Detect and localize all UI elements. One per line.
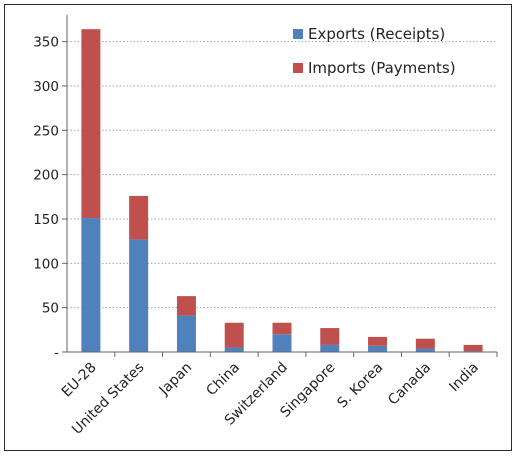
y-tick-label: 200	[33, 168, 59, 184]
legend-label-exports: Exports (Receipts)	[308, 25, 445, 43]
x-category-label: China	[203, 360, 243, 400]
y-tick-label: 300	[33, 79, 59, 95]
y-tick-label: 350	[33, 35, 59, 51]
y-tick-label: 150	[33, 212, 59, 228]
x-category-label: India	[446, 360, 482, 396]
bar-exports-singapore	[320, 344, 340, 352]
x-category-label: Canada	[385, 360, 434, 409]
axes	[62, 15, 498, 357]
bar-imports-eu-28	[81, 29, 101, 219]
legend: Exports (Receipts) Imports (Payments)	[293, 25, 456, 77]
bar-imports-singapore	[320, 328, 340, 345]
x-category-label: S. Korea	[334, 360, 386, 412]
x-category-label: EU-28	[59, 360, 100, 401]
legend-label-imports: Imports (Payments)	[308, 59, 456, 77]
bar-exports-japan	[176, 315, 196, 352]
bar-exports-switzerland	[272, 334, 292, 352]
bar-imports-united-states	[129, 195, 149, 240]
y-tick-label: 250	[33, 123, 59, 139]
bar-imports-india	[463, 344, 483, 352]
bars	[81, 29, 483, 352]
legend-swatch-imports	[293, 63, 303, 73]
gridlines	[67, 41, 497, 309]
y-tick-labels: - 50 100 150 200 250 300 350	[33, 35, 59, 361]
x-category-label: Japan	[156, 360, 196, 400]
bar-exports-united-states	[129, 239, 149, 352]
bar-imports-s-korea	[368, 336, 388, 346]
bar-exports-eu-28	[81, 218, 101, 352]
bar-imports-canada	[415, 338, 435, 349]
y-tick-label: 100	[33, 256, 59, 272]
bar-exports-china	[224, 347, 244, 352]
bar-exports-s-korea	[368, 345, 388, 352]
bar-imports-japan	[176, 296, 196, 316]
y-tick-label: 50	[42, 301, 59, 317]
bar-exports-canada	[415, 348, 435, 352]
legend-swatch-exports	[293, 29, 303, 39]
chart-frame: - 50 100 150 200 250 300 350 EU-28 United States…	[4, 4, 512, 451]
y-tick-label: -	[54, 345, 59, 361]
bar-imports-china	[224, 322, 244, 348]
bar-imports-switzerland	[272, 322, 292, 335]
